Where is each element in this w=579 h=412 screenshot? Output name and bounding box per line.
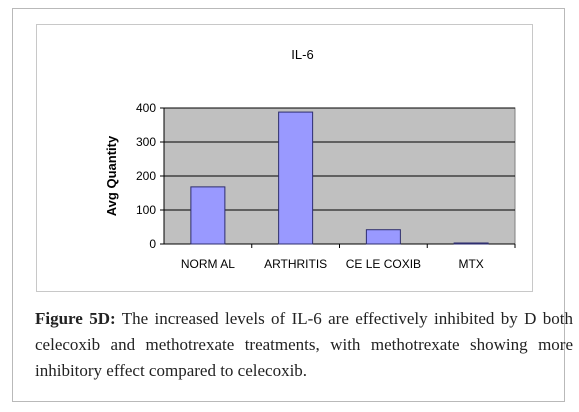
bar [453, 242, 489, 245]
y-tick-label: 300 [136, 135, 156, 149]
x-tick-label: CE LE COXIB [346, 257, 421, 271]
bar [365, 229, 401, 245]
x-tick-label: NORM AL [181, 257, 235, 271]
caption-text: The increased levels of IL-6 are effecti… [35, 309, 573, 380]
y-tick-label: 400 [136, 101, 156, 115]
y-tick-label: 200 [136, 169, 156, 183]
figure-frame: 0 100 200 300 400 NORM AL ARTHRITIS CE LE COXIB… [12, 8, 573, 402]
bar [190, 186, 226, 245]
caption-label: Figure 5D: [35, 309, 116, 328]
bar [278, 111, 314, 245]
il6-bar-chart: 0 100 200 300 400 NORM AL ARTHRITIS CE LE COXIB… [104, 47, 516, 271]
figure-caption: Figure 5D: The increased levels of IL-6 … [35, 306, 573, 384]
chart-container: 0 100 200 300 400 NORM AL ARTHRITIS CE LE COXIB… [36, 24, 533, 292]
x-tick-label: MTX [458, 257, 483, 271]
chart-title: IL-6 [291, 47, 313, 62]
y-axis-label: Avg Quantity [104, 135, 119, 216]
x-tick-label: ARTHRITIS [264, 257, 327, 271]
y-tick-label: 100 [136, 203, 156, 217]
y-tick-label: 0 [149, 237, 156, 251]
